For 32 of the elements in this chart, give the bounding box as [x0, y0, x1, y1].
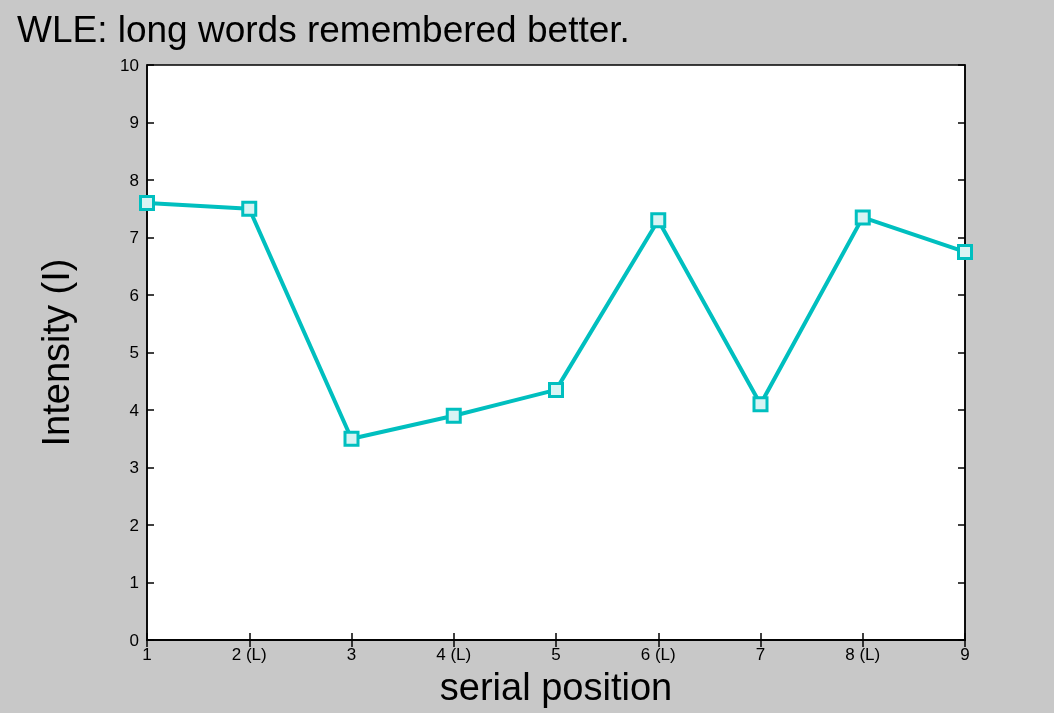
- x-tick-label: 9: [960, 645, 970, 664]
- y-tick-label: 4: [129, 400, 139, 420]
- x-tick-label: 1: [142, 645, 152, 664]
- y-tick-label: 9: [129, 113, 139, 132]
- x-tick-label: 8 (L): [845, 645, 881, 664]
- y-tick-label: 2: [129, 515, 139, 535]
- y-tick-label: 0: [129, 630, 139, 650]
- y-tick-label: 8: [129, 170, 139, 190]
- x-tick-label: 3: [346, 645, 357, 664]
- x-tick-label: 4 (L): [436, 645, 472, 664]
- x-tick-label: 6 (L): [640, 645, 676, 664]
- y-tick-label: 6: [129, 285, 139, 305]
- y-tick-label: 5: [129, 343, 139, 362]
- point: [752, 396, 769, 413]
- y-tick-label: 1: [129, 573, 139, 592]
- y-axis-title: Intensity (I): [35, 258, 77, 447]
- x-tick-label: 5: [551, 645, 561, 664]
- x-axis-title: serial position: [439, 666, 673, 708]
- point: [650, 212, 667, 229]
- point: [139, 195, 155, 211]
- point: [548, 381, 564, 398]
- point: [241, 200, 258, 217]
- y-tick-label: 10: [120, 55, 139, 75]
- chart-title: WLE: long words remembered better.: [17, 9, 630, 50]
- x-tick-label: 7: [755, 645, 766, 664]
- point: [957, 243, 973, 260]
- point: [445, 407, 462, 424]
- y-tick-label: 3: [129, 458, 139, 477]
- point: [854, 209, 871, 226]
- point: [343, 430, 360, 447]
- x-tick-label: 2 (L): [231, 645, 267, 664]
- y-tick-label: 7: [129, 228, 139, 247]
